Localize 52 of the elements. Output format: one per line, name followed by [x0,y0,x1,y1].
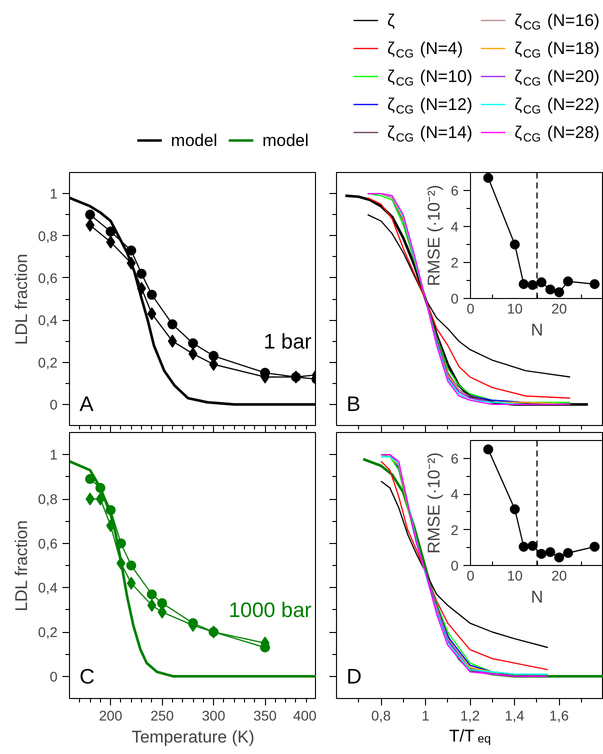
y-axis-title: LDL fraction [12,520,32,612]
x-tick-label: 400 [293,708,317,724]
x-axis-title: N [530,320,544,340]
y-axis-title: RMSE (·10⁻²) [424,184,444,286]
legend-label: ζ [387,11,396,30]
x-tick-label: 20 [551,568,568,584]
x-axis-title: Temperature (K) [132,728,254,746]
y-tick-label: 0,2 [38,624,58,640]
x-tick-label: 0,8 [371,708,391,724]
legend-label: model [170,131,218,150]
y-tick-label: 4 [450,486,459,502]
x-tick-label: 1,6 [549,708,569,724]
annotation: B [346,392,361,416]
y-tick-label: 0,4 [38,580,58,596]
y-tick-label: 0,6 [38,270,58,286]
y-axis-title: LDL fraction [12,254,32,345]
y-tick-label: 0,4 [38,312,58,328]
x-tick-label: 350 [253,708,277,724]
y-tick-label: 6 [450,450,459,466]
legend-label: model [262,131,309,150]
y-tick-label: 4 [450,218,459,234]
x-tick-label: 20 [551,300,568,316]
y-tick-label: 2 [450,522,459,538]
y-tick-label: 1 [50,186,58,202]
y-tick-label: 6 [450,182,459,198]
x-tick-label: 1 [422,708,430,724]
y-tick-label: 0,2 [38,354,58,370]
y-axis-title: RMSE (·10⁻²) [424,452,444,554]
y-tick-label: 0,6 [38,535,58,552]
annotation: D [346,666,362,688]
annotation: 1 bar [264,330,312,354]
x-tick-label: 0 [466,568,475,584]
y-tick-label: 0,8 [38,491,58,507]
annotation: C [80,666,95,688]
y-tick-label: 0 [50,668,58,684]
x-tick-label: 10 [507,300,523,316]
y-tick-label: 1 [50,446,58,463]
annotation: 1000 bar [228,599,312,622]
x-tick-label: 1,4 [504,708,524,724]
y-tick-label: 0 [50,396,58,412]
x-axis-title: N [530,588,544,606]
annotation: A [80,392,94,416]
x-tick-label: 250 [150,708,174,724]
x-tick-label: 200 [98,708,123,724]
y-tick-label: 2 [450,254,459,270]
y-tick-label: 0 [450,290,459,306]
x-tick-label: 1,2 [460,708,480,724]
x-tick-label: 10 [507,568,523,584]
x-tick-label: 300 [202,708,226,724]
x-tick-label: 0 [466,300,475,316]
y-tick-label: 0 [450,558,459,574]
y-tick-label: 0,8 [38,228,58,244]
